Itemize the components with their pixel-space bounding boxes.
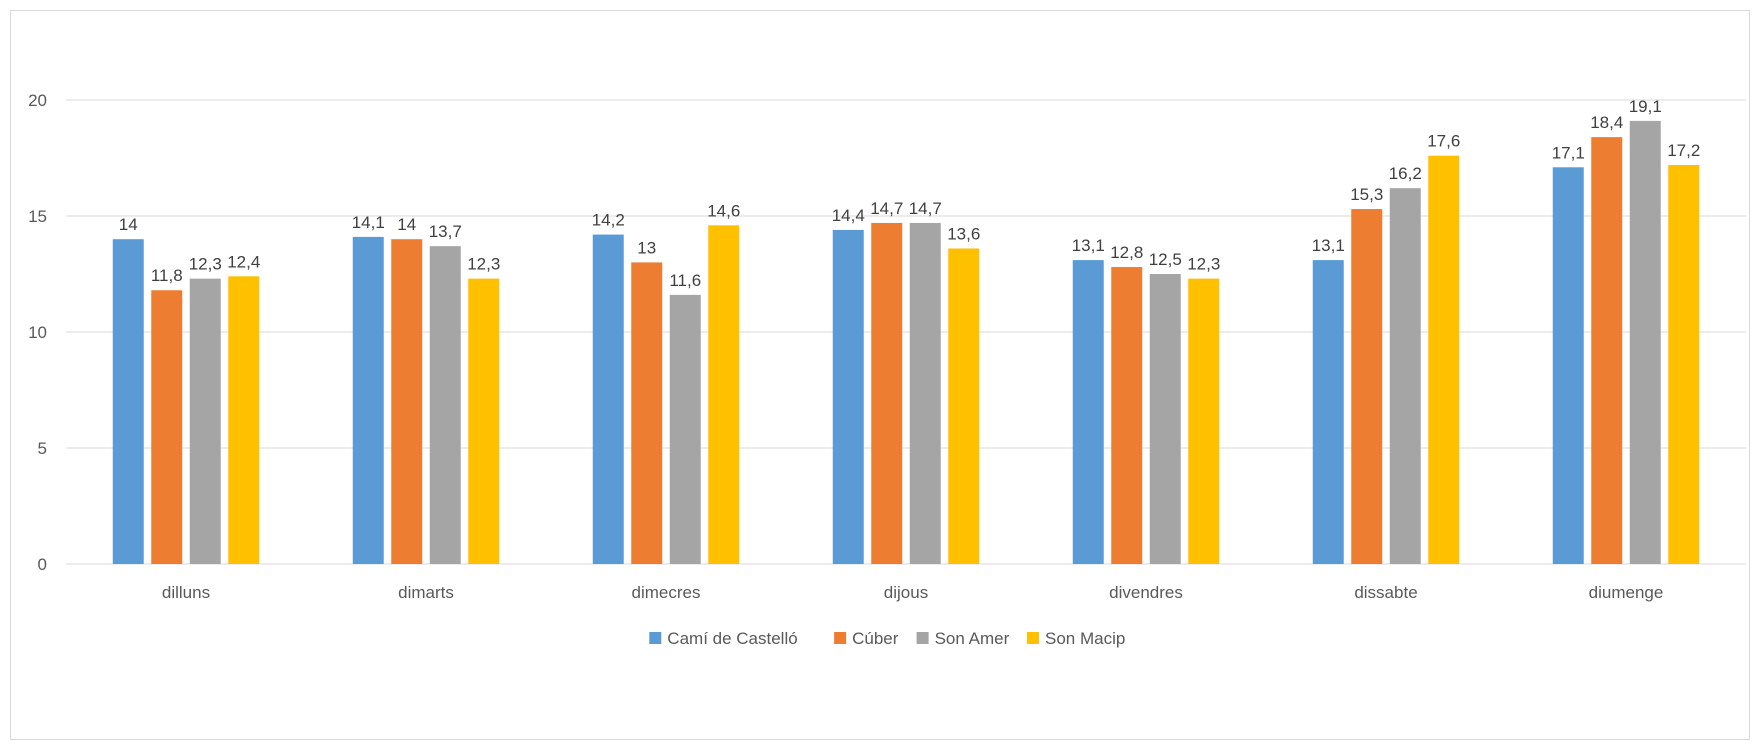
bar-son-macip-dimecres — [708, 225, 740, 564]
x-tick-label-dimecres: dimecres — [632, 583, 701, 602]
x-tick-label-diumenge: diumenge — [1589, 583, 1664, 602]
data-label-cami-de-castello-divendres: 13,1 — [1072, 236, 1105, 255]
gridlines — [66, 99, 1746, 565]
bar-cuber-dijous — [871, 222, 903, 564]
data-label-son-amer-diumenge: 19,1 — [1629, 97, 1662, 116]
bar-son-macip-diumenge — [1668, 164, 1700, 564]
y-tick-label-20: 20 — [28, 91, 47, 110]
data-label-cami-de-castello-dimecres: 14,2 — [592, 211, 625, 230]
data-label-son-macip-dijous: 13,6 — [947, 224, 980, 243]
bar-cami-de-castello-dijous — [832, 229, 864, 565]
bar-son-macip-dissabte — [1428, 155, 1460, 564]
bar-cuber-diumenge — [1591, 137, 1623, 564]
bar-son-amer-dimarts — [429, 246, 461, 564]
data-label-son-amer-dijous: 14,7 — [909, 199, 942, 218]
bar-son-amer-dijous — [909, 222, 941, 564]
x-tick-label-dijous: dijous — [884, 583, 928, 602]
y-tick-label-0: 0 — [38, 555, 47, 574]
legend-swatch-son-macip — [1027, 632, 1039, 644]
bar-cami-de-castello-diumenge — [1552, 167, 1584, 564]
y-tick-label-15: 15 — [28, 207, 47, 226]
bar-cuber-dimarts — [391, 239, 423, 564]
bar-cuber-dilluns — [151, 290, 183, 564]
legend-swatch-cami-de-castello — [649, 632, 662, 644]
data-label-cuber-diumenge: 18,4 — [1590, 113, 1623, 132]
legend-label-son-macip: Son Macip — [1045, 629, 1125, 648]
legend-label-cuber: Cúber — [852, 629, 899, 648]
data-label-cami-de-castello-diumenge: 17,1 — [1552, 143, 1585, 162]
bar-chart: 0 5 10 15 20 14 11,8 12,3 12,4 14,1 14 13,7 12,3 14,… — [28, 91, 1746, 648]
data-label-son-amer-dimecres: 11,6 — [669, 271, 701, 290]
data-label-son-macip-dissabte: 17,6 — [1427, 132, 1460, 151]
bar-son-macip-dilluns — [228, 276, 260, 564]
data-label-son-amer-dissabte: 16,2 — [1389, 164, 1422, 183]
data-label-cami-de-castello-dilluns: 14 — [119, 215, 138, 234]
data-label-cuber-dissabte: 15,3 — [1350, 185, 1383, 204]
data-label-son-amer-dilluns: 12,3 — [189, 255, 222, 274]
bar-son-macip-divendres — [1188, 278, 1220, 564]
legend-item-cuber: Cúber — [834, 629, 899, 648]
data-label-son-macip-diumenge: 17,2 — [1667, 141, 1700, 160]
data-label-cami-de-castello-dimarts: 14,1 — [352, 213, 385, 232]
legend: Camí de Castelló Cúber Son Amer Son Macip — [649, 629, 1125, 648]
data-label-son-macip-dimarts: 12,3 — [467, 255, 500, 274]
y-tick-label-5: 5 — [38, 439, 47, 458]
data-label-cuber-divendres: 12,8 — [1110, 243, 1143, 262]
data-label-son-amer-dimarts: 13,7 — [429, 222, 462, 241]
bar-son-amer-dilluns — [189, 278, 221, 564]
legend-swatch-son-amer — [916, 632, 929, 644]
data-label-cami-de-castello-dissabte: 13,1 — [1312, 236, 1345, 255]
data-label-cuber-dimarts: 14 — [397, 215, 416, 234]
x-axis-tick-labels: dilluns dimarts dimecres dijous divendres dis… — [162, 583, 1663, 602]
bar-cami-de-castello-dissabte — [1312, 260, 1344, 564]
legend-item-son-amer: Son Amer — [916, 629, 1010, 648]
bar-cuber-divendres — [1111, 267, 1143, 564]
legend-swatch-cuber — [834, 632, 847, 644]
data-label-cuber-dilluns: 11,8 — [151, 266, 183, 285]
bar-son-macip-dijous — [948, 248, 980, 565]
data-label-cuber-dijous: 14,7 — [870, 199, 903, 218]
data-label-son-macip-dimecres: 14,6 — [707, 201, 740, 220]
data-label-son-amer-divendres: 12,5 — [1149, 250, 1182, 269]
x-tick-label-dissabte: dissabte — [1354, 583, 1417, 602]
x-tick-label-divendres: divendres — [1109, 583, 1183, 602]
y-tick-label-10: 10 — [28, 323, 47, 342]
bar-cami-de-castello-dimecres — [592, 234, 624, 564]
bar-son-amer-dimecres — [669, 294, 701, 564]
x-tick-label-dilluns: dilluns — [162, 583, 210, 602]
legend-item-cami-de-castello: Camí de Castelló — [649, 629, 798, 648]
bar-son-macip-dimarts — [468, 278, 500, 564]
bar-cami-de-castello-dimarts — [352, 236, 384, 564]
bar-cami-de-castello-dilluns — [112, 239, 144, 564]
bar-cuber-dimecres — [631, 262, 663, 564]
bar-son-amer-dissabte — [1389, 188, 1421, 564]
bar-son-amer-divendres — [1149, 274, 1181, 564]
bar-cuber-dissabte — [1351, 209, 1383, 565]
data-label-son-macip-dilluns: 12,4 — [227, 252, 260, 271]
data-label-cuber-dimecres: 13 — [637, 238, 656, 257]
data-label-son-macip-divendres: 12,3 — [1187, 255, 1220, 274]
bar-son-amer-diumenge — [1629, 120, 1661, 564]
bars — [112, 120, 1700, 565]
data-label-cami-de-castello-dijous: 14,4 — [832, 206, 865, 225]
x-tick-label-dimarts: dimarts — [398, 583, 454, 602]
bar-cami-de-castello-divendres — [1072, 260, 1104, 564]
y-axis-tick-labels: 0 5 10 15 20 — [28, 91, 47, 574]
legend-item-son-macip: Son Macip — [1027, 629, 1125, 648]
data-labels: 14 11,8 12,3 12,4 14,1 14 13,7 12,3 14,2 13 11,6 14… — [119, 97, 1701, 290]
legend-label-cami-de-castello: Camí de Castelló — [667, 629, 797, 648]
chart-frame: 0 5 10 15 20 14 11,8 12,3 12,4 14,1 14 13,7 12,3 14,… — [10, 10, 1750, 740]
legend-label-son-amer: Son Amer — [935, 629, 1010, 648]
